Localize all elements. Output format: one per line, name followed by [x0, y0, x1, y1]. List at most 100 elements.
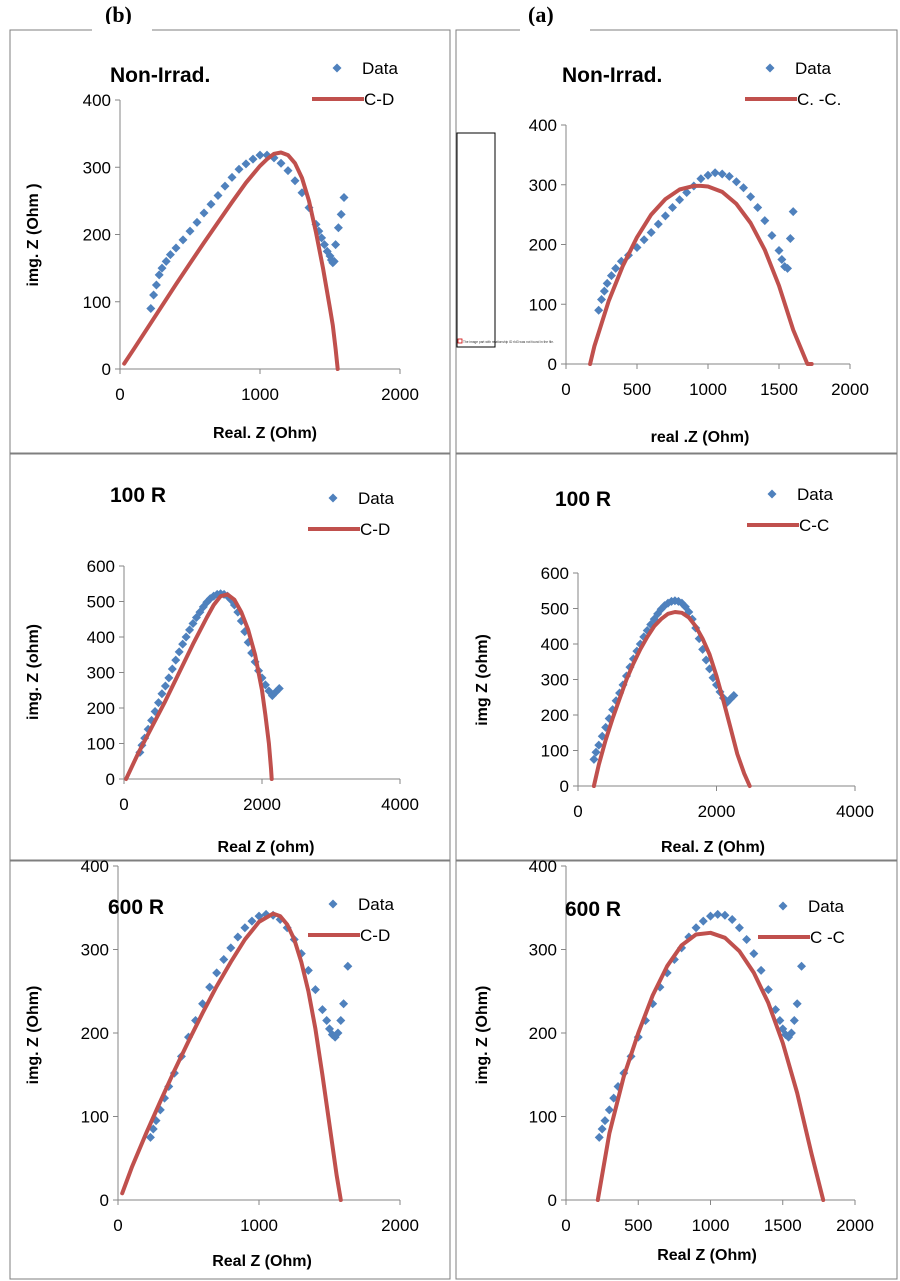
x-tick-label: 2000 [698, 802, 736, 821]
legend-fit-label: C-D [360, 520, 390, 539]
legend-data-label: Data [797, 485, 833, 504]
chart-a-row3: 0 100 200 300 400 0 500 1000 1500 2000 600 R img. Z… [474, 857, 874, 1264]
broken-image-icon [457, 338, 463, 344]
data-point [192, 217, 202, 227]
panel-frame [9, 860, 451, 1280]
x-tick-label: 2000 [381, 385, 419, 404]
data-point [188, 619, 198, 629]
data-point [691, 923, 701, 933]
y-tick-label: 0 [106, 770, 115, 789]
data-point [336, 209, 346, 219]
y-tick-label: 100 [83, 293, 111, 312]
data-point [602, 278, 612, 288]
legend-data-label: Data [362, 59, 398, 78]
data-point [248, 154, 258, 164]
data-point [255, 150, 265, 160]
data-point [727, 914, 737, 924]
data-point [317, 1005, 327, 1015]
legend-data-label: Data [808, 897, 844, 916]
y-tick-label: 0 [100, 1191, 109, 1210]
y-tick-label: 200 [87, 699, 115, 718]
data-point [701, 655, 711, 665]
legend-fit-label: C -C [810, 928, 845, 947]
y-tick-label: 0 [548, 1191, 557, 1210]
data-point [167, 664, 177, 674]
data-point [734, 923, 744, 933]
legend-data-marker [767, 489, 777, 499]
data-point [154, 698, 163, 708]
data-point [219, 955, 229, 965]
data-point [247, 916, 257, 926]
data-point [274, 683, 284, 693]
data-point [668, 202, 677, 212]
y-tick-label: 200 [83, 226, 111, 245]
data-point [226, 943, 236, 953]
data-point [161, 256, 171, 266]
x-tick-label: 500 [623, 380, 651, 399]
data-point [185, 226, 195, 236]
legend-fit-label: C-D [360, 926, 390, 945]
y-tick-label: 400 [87, 628, 115, 647]
chart-a-row2: 0 100 200 300 400 500 600 0 2000 4000 100 R img Z (… [474, 485, 874, 856]
data-point [646, 228, 656, 238]
x-tick-label: 0 [113, 1216, 122, 1235]
y-tick-label: 100 [87, 735, 115, 754]
y-axis-label: img. Z (Ohm ) [25, 183, 42, 286]
data-point [591, 747, 601, 757]
legend-data-marker [778, 901, 788, 911]
label-gap-b [92, 26, 152, 34]
data-point [333, 223, 343, 233]
data-point [164, 673, 174, 683]
data-point [290, 176, 300, 186]
chart-title: 600 R [108, 896, 164, 919]
data-point [706, 911, 715, 921]
data-point [599, 286, 609, 296]
data-point [756, 965, 766, 975]
data-point [594, 740, 604, 750]
data-point [171, 243, 181, 253]
legend-data-label: Data [358, 489, 394, 508]
data-point [181, 632, 191, 642]
y-tick-label: 300 [541, 671, 569, 690]
data-point [329, 256, 339, 266]
data-point [698, 916, 708, 926]
data-point [212, 968, 222, 978]
data-point [333, 1028, 343, 1038]
x-tick-label: 0 [115, 385, 124, 404]
x-tick-label: 0 [561, 380, 570, 399]
placeholder-frame [456, 132, 496, 348]
data-point [149, 290, 159, 300]
data-point [606, 271, 616, 281]
legend-data-marker [328, 493, 338, 503]
y-tick-label: 100 [81, 1108, 109, 1127]
data-point [336, 1015, 346, 1025]
y-axis-label: img. Z (Ohm) [25, 986, 42, 1085]
data-point [675, 195, 685, 205]
x-tick-label: 1000 [240, 1216, 278, 1235]
data-point [600, 1116, 610, 1126]
y-tick-label: 400 [83, 91, 111, 110]
data-point [319, 240, 329, 250]
data-point [594, 1132, 604, 1142]
legend-data-marker [765, 63, 775, 73]
y-tick-label: 300 [81, 941, 109, 960]
data-point [653, 219, 663, 229]
legend-data-label: Data [795, 59, 831, 78]
data-point [797, 961, 807, 971]
y-tick-label: 300 [529, 941, 557, 960]
data-point [639, 235, 649, 245]
y-axis-label: img. Z (Ohm) [474, 986, 491, 1085]
data-point [157, 263, 167, 273]
chart-a-row1: 0 100 200 300 400 0 500 1000 1500 2000 Non-Irrad. r… [529, 59, 869, 446]
y-tick-label: 0 [548, 355, 557, 374]
data-point [742, 934, 752, 944]
y-tick-label: 500 [541, 600, 569, 619]
data-point [786, 1028, 796, 1038]
chart-b-row2: 0 100 200 300 400 500 600 0 2000 4000 100 R img. Z … [25, 484, 419, 856]
x-axis-label: Real Z (ohm) [218, 839, 315, 856]
x-tick-label: 0 [561, 1216, 570, 1235]
y-tick-label: 300 [83, 158, 111, 177]
y-tick-label: 200 [81, 1024, 109, 1043]
data-point [343, 961, 353, 971]
data-point [774, 245, 784, 255]
